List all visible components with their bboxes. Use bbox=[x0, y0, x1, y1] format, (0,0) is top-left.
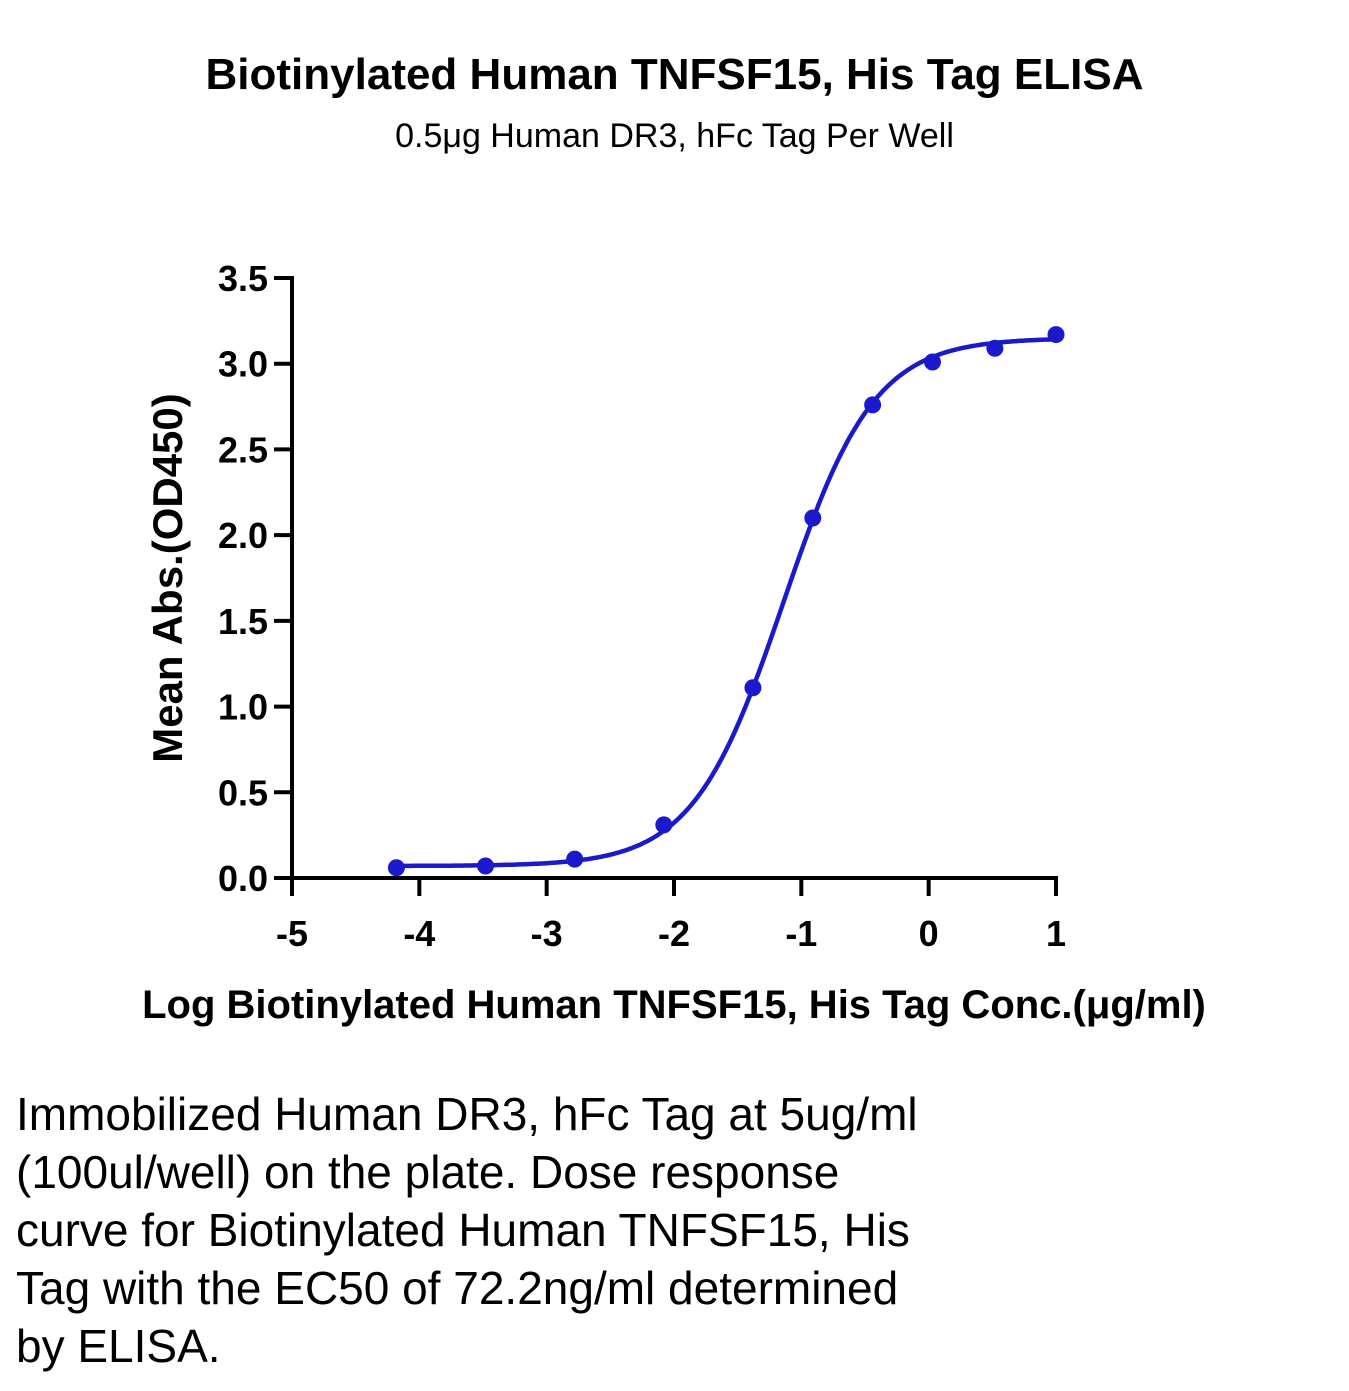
data-point bbox=[923, 353, 941, 371]
data-point bbox=[655, 816, 673, 834]
x-axis-label: Log Biotinylated Human TNFSF15, His Tag … bbox=[142, 983, 1206, 1027]
y-tick-label: 1.0 bbox=[218, 687, 268, 728]
caption: Immobilized Human DR3, hFc Tag at 5ug/ml… bbox=[16, 1085, 1096, 1375]
data-point bbox=[387, 859, 405, 877]
y-tick-label: 3.5 bbox=[218, 258, 268, 299]
caption-line: (100ul/well) on the plate. Dose response bbox=[16, 1146, 840, 1198]
y-tick-label: 1.5 bbox=[218, 601, 268, 642]
data-point bbox=[566, 850, 584, 868]
data-point bbox=[804, 509, 822, 527]
data-point bbox=[1047, 326, 1065, 344]
data-point bbox=[864, 396, 882, 414]
y-tick-label: 2.0 bbox=[218, 515, 268, 556]
caption-line: by ELISA. bbox=[16, 1320, 221, 1372]
y-tick-label: 2.5 bbox=[218, 429, 268, 470]
caption-line: curve for Biotinylated Human TNFSF15, Hi… bbox=[16, 1204, 910, 1256]
x-tick-label: -5 bbox=[276, 913, 308, 954]
data-point bbox=[744, 679, 762, 697]
y-axis-label: Mean Abs.(OD450) bbox=[144, 393, 191, 763]
y-tick-label: 0.5 bbox=[218, 772, 268, 813]
x-tick-label: -2 bbox=[658, 913, 690, 954]
caption-line: Immobilized Human DR3, hFc Tag at 5ug/ml bbox=[16, 1088, 918, 1140]
x-tick-label: -4 bbox=[403, 913, 435, 954]
x-tick-label: 0 bbox=[919, 913, 939, 954]
data-point bbox=[986, 339, 1004, 357]
data-point bbox=[477, 857, 495, 875]
x-tick-label: 1 bbox=[1046, 913, 1066, 954]
caption-line: Tag with the EC50 of 72.2ng/ml determine… bbox=[16, 1262, 899, 1314]
x-tick-label: -1 bbox=[785, 913, 817, 954]
x-tick-label: -3 bbox=[531, 913, 563, 954]
chart-title: Biotinylated Human TNFSF15, His Tag ELIS… bbox=[205, 50, 1144, 99]
fit-curve bbox=[396, 337, 1057, 869]
elisa-chart: Mean Abs.(OD450) Log Biotinylated Human … bbox=[142, 258, 1206, 1027]
chart-subtitle: 0.5μg Human DR3, hFc Tag Per Well bbox=[395, 117, 954, 155]
y-tick-label: 3.0 bbox=[218, 344, 268, 385]
y-tick-label: 0.0 bbox=[218, 858, 268, 899]
